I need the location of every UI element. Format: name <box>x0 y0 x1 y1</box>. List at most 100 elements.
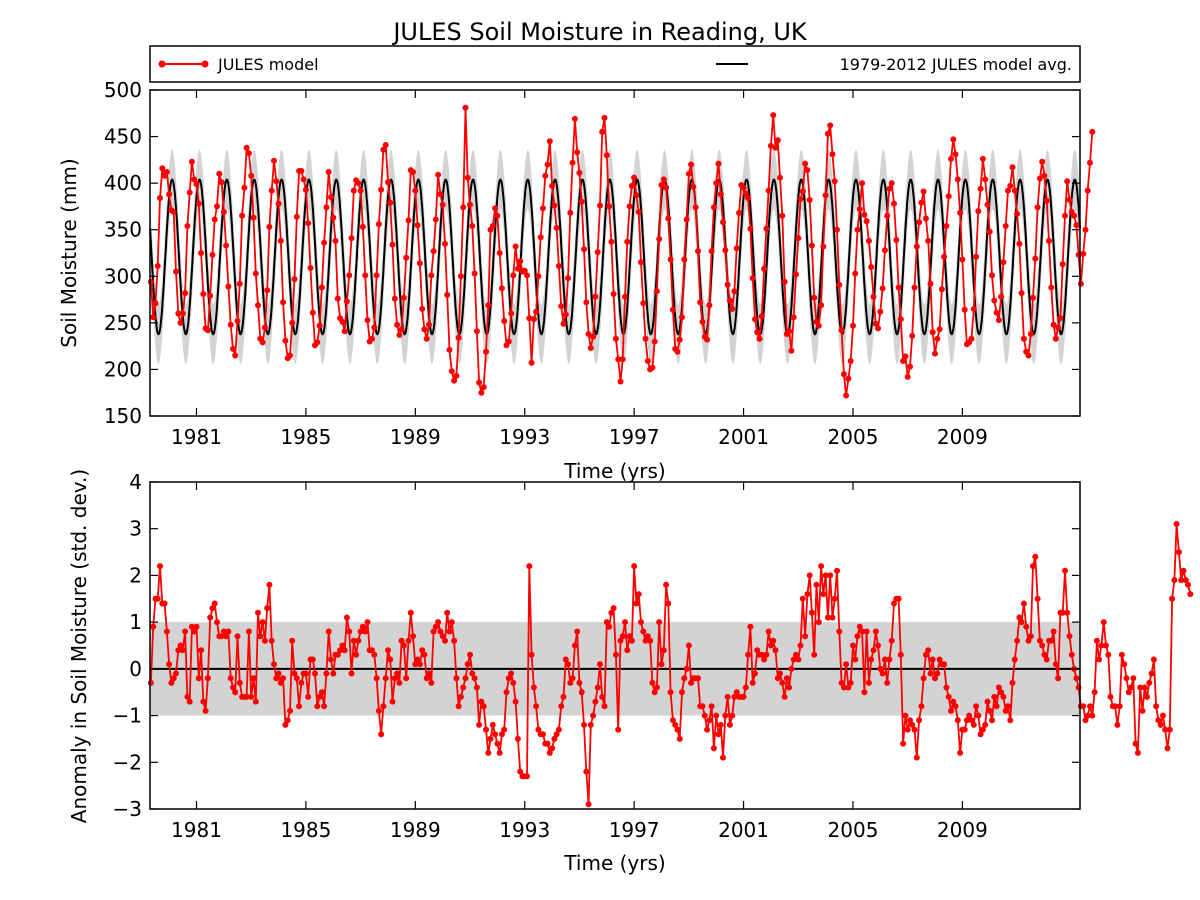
data-point <box>492 205 499 212</box>
data-point <box>617 378 624 385</box>
data-point <box>827 122 834 129</box>
data-point <box>603 619 610 626</box>
data-point <box>667 256 674 263</box>
data-point <box>364 619 371 626</box>
data-point <box>888 180 895 187</box>
data-point <box>761 265 768 272</box>
data-point <box>426 321 432 328</box>
data-point <box>973 703 980 710</box>
data-point <box>854 633 861 640</box>
data-point <box>476 379 483 386</box>
data-point <box>537 234 544 241</box>
data-point <box>863 218 870 225</box>
data-point <box>599 693 606 700</box>
data-point <box>1130 675 1137 682</box>
data-point <box>282 337 289 344</box>
data-point <box>412 661 419 668</box>
data-point <box>1073 222 1080 229</box>
data-point <box>948 707 954 714</box>
data-point <box>321 239 328 246</box>
data-point <box>731 693 738 700</box>
data-point <box>510 272 517 279</box>
data-point <box>234 318 241 324</box>
data-point <box>264 287 271 294</box>
data-point <box>508 670 515 677</box>
data-point <box>357 187 364 194</box>
data-point <box>881 656 888 663</box>
x-tick-label: 1989 <box>390 425 441 449</box>
data-point <box>300 176 307 183</box>
data-point <box>209 605 216 612</box>
data-point <box>439 633 446 640</box>
data-point <box>214 203 220 210</box>
data-point <box>302 186 309 193</box>
data-point <box>1000 259 1007 266</box>
data-point <box>710 745 717 752</box>
data-point <box>726 297 733 304</box>
bottom-axes-frame <box>149 481 1081 810</box>
data-point <box>804 167 811 174</box>
data-point <box>225 628 232 635</box>
data-point <box>788 347 795 354</box>
data-point <box>551 202 558 209</box>
data-point <box>590 333 597 340</box>
data-point <box>152 300 159 307</box>
data-point <box>970 721 977 728</box>
data-point <box>756 335 763 342</box>
data-point <box>1173 521 1180 527</box>
data-point <box>1077 280 1084 287</box>
data-point <box>635 591 642 598</box>
data-point <box>184 223 191 229</box>
data-point <box>676 735 683 742</box>
data-point <box>248 172 255 179</box>
data-point <box>692 204 699 211</box>
data-point <box>512 698 519 705</box>
data-point <box>1123 675 1130 682</box>
data-point <box>770 637 777 644</box>
data-point <box>1041 651 1048 658</box>
data-point <box>957 749 964 756</box>
data-point <box>546 138 553 145</box>
data-point <box>524 272 530 279</box>
data-point <box>772 647 779 654</box>
data-point <box>432 623 439 630</box>
x-tick-label: 2001 <box>718 818 769 842</box>
data-point <box>419 305 426 312</box>
data-point <box>512 243 519 250</box>
data-point <box>318 689 325 696</box>
data-point <box>339 642 346 649</box>
data-point <box>979 155 986 162</box>
data-point <box>845 684 852 691</box>
data-point <box>872 320 879 327</box>
data-point <box>818 302 825 309</box>
data-point <box>736 209 742 216</box>
data-point <box>400 642 407 649</box>
data-point <box>653 288 660 295</box>
data-point <box>606 203 613 210</box>
data-point <box>480 703 487 710</box>
top-y-axis-label: Soil Moisture (mm) <box>57 158 81 347</box>
data-point <box>483 348 489 355</box>
data-point <box>749 275 756 282</box>
top-climatology-line <box>149 178 1081 336</box>
data-point <box>526 563 533 570</box>
data-point <box>685 170 692 177</box>
data-point <box>321 703 328 710</box>
data-point <box>1036 637 1043 644</box>
data-point <box>261 637 268 644</box>
data-point <box>1125 689 1132 696</box>
data-point <box>688 679 695 686</box>
data-point <box>464 174 471 181</box>
data-point <box>601 703 608 710</box>
data-point <box>720 754 726 761</box>
data-point <box>824 130 831 137</box>
data-point <box>198 647 205 654</box>
y-tick-label: 400 <box>104 171 142 195</box>
data-point <box>1116 703 1123 710</box>
data-point <box>669 306 676 313</box>
data-point <box>704 336 711 343</box>
data-point <box>695 675 701 682</box>
data-point <box>802 160 809 167</box>
data-point <box>938 286 945 293</box>
